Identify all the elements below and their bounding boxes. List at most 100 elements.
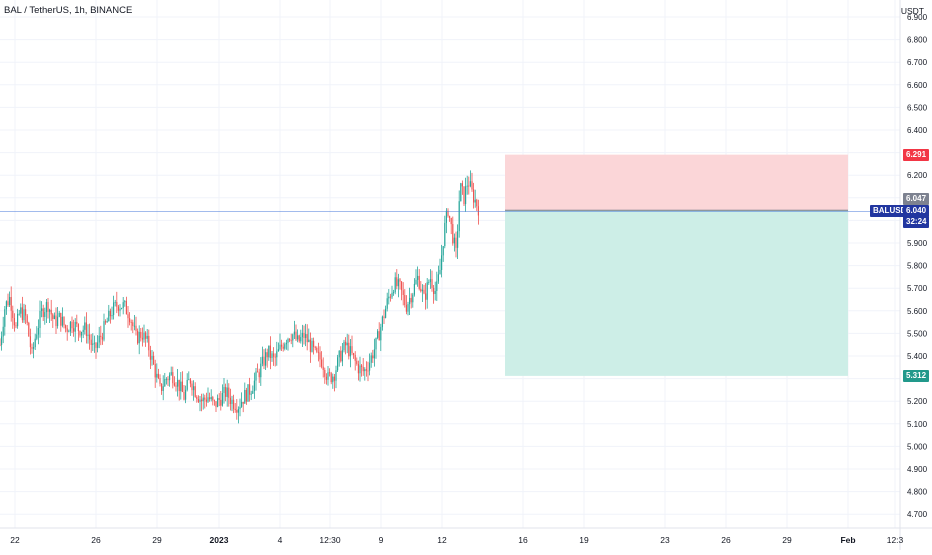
candle-body	[413, 283, 415, 295]
time-tick-label: 16	[518, 535, 528, 545]
candle-body	[271, 353, 273, 359]
candle-body	[97, 342, 99, 348]
candle-body	[253, 380, 255, 392]
candle-body	[53, 315, 55, 319]
candle-body	[209, 397, 211, 400]
candle-body	[340, 350, 342, 362]
candle-body	[121, 308, 123, 309]
candle-body	[377, 331, 379, 338]
candle-body	[268, 345, 270, 358]
candle-body	[393, 292, 395, 294]
candle-body	[394, 277, 396, 293]
candle-body	[129, 318, 131, 323]
candle-body	[303, 332, 305, 338]
candle-body	[172, 372, 174, 384]
candle-body	[186, 379, 188, 390]
candle-body	[197, 398, 199, 402]
price-tick-label: 5.800	[907, 262, 928, 271]
candle-body	[357, 363, 359, 374]
candle-body	[7, 301, 9, 306]
candle-body	[426, 282, 428, 300]
candle-body	[61, 316, 63, 326]
candle-body	[345, 341, 347, 346]
candle-body	[81, 331, 83, 336]
candle-body	[153, 355, 155, 365]
candle-body	[428, 282, 430, 283]
bar-countdown-tag: 32:24	[903, 216, 930, 229]
candle-body	[293, 331, 295, 335]
time-tick-label: 12	[437, 535, 447, 545]
candle-body	[249, 384, 251, 395]
candle-body	[181, 381, 183, 392]
candle-body	[44, 312, 46, 317]
candle-body	[65, 325, 67, 329]
candle-body	[191, 383, 193, 391]
candle-body	[333, 376, 335, 381]
candle-body	[252, 391, 254, 394]
candle-body	[2, 326, 4, 337]
candle-body	[29, 336, 31, 348]
candle-body	[255, 371, 257, 381]
candlestick-series	[0, 170, 479, 424]
candle-body	[41, 308, 43, 311]
candle-body	[311, 340, 313, 352]
candle-body	[119, 308, 121, 311]
candle-body	[204, 397, 206, 400]
price-tick-label: 6.700	[907, 58, 928, 67]
candle-body	[45, 302, 47, 313]
candle-body	[445, 210, 447, 223]
candle-body	[260, 363, 262, 378]
long-position-tool[interactable]	[505, 154, 848, 376]
candle-body	[231, 399, 233, 405]
candle-body	[225, 387, 227, 397]
price-axis[interactable]: 6.9006.8006.7006.6006.5006.4006.3006.200…	[899, 0, 928, 550]
candle-body	[245, 389, 247, 402]
candle-body	[274, 356, 276, 358]
candle-body	[455, 237, 457, 248]
candle-body	[77, 324, 79, 332]
candle-body	[284, 344, 286, 349]
candle-body	[180, 381, 182, 392]
candle-body	[417, 275, 419, 280]
time-tick-label: 29	[152, 535, 162, 545]
candle-body	[71, 321, 73, 329]
candle-body	[60, 312, 62, 326]
candle-body	[0, 344, 1, 346]
price-tick-label: 5.700	[907, 284, 928, 293]
candle-body	[241, 401, 243, 407]
candle-body	[10, 297, 12, 311]
candle-body	[452, 224, 454, 244]
candle-body	[247, 384, 249, 402]
candle-body	[130, 322, 132, 323]
candle-body	[57, 316, 59, 327]
candle-body	[82, 329, 84, 332]
candle-body	[308, 339, 310, 343]
candle-body	[109, 310, 111, 317]
candle-body	[325, 376, 327, 380]
candle-body	[220, 399, 222, 406]
candle-body	[431, 279, 433, 288]
candle-body	[92, 343, 94, 345]
candle-body	[269, 345, 271, 359]
candle-body	[207, 397, 209, 402]
stop-loss-zone	[505, 154, 848, 211]
candle-body	[100, 335, 102, 337]
time-tick-label: 26	[91, 535, 101, 545]
time-axis[interactable]: 22 26 29 2023 4 12:30 9 12 16 19 23 26 29 Feb 12:3	[0, 527, 932, 545]
candle-body	[42, 308, 44, 317]
candle-body	[375, 337, 377, 350]
candle-body	[114, 301, 116, 303]
candle-body	[9, 297, 11, 306]
candle-body	[287, 338, 289, 343]
candle-body	[161, 383, 163, 391]
price-tick-label: 4.800	[907, 488, 928, 497]
candle-body	[175, 385, 177, 387]
candle-body	[151, 355, 153, 360]
candle-body	[473, 189, 475, 203]
candle-body	[218, 398, 220, 400]
candle-body	[47, 302, 49, 312]
candle-body	[234, 408, 236, 411]
candle-body	[349, 346, 351, 357]
